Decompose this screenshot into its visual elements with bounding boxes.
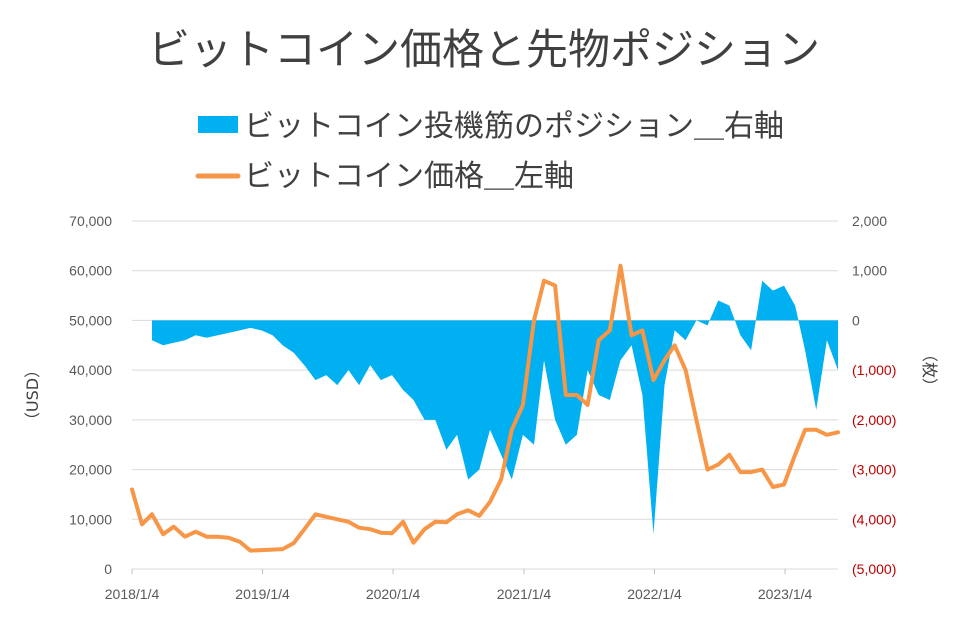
right-axis-ticks: (5,000) (4,000) (3,000) (2,000) (1,000) 0 1,00… (852, 213, 896, 577)
legend: ビットコイン投機筋のポジション＿右軸 ビットコイン価格＿左軸 (195, 109, 784, 194)
left-tick-label: 10,000 (69, 511, 112, 527)
x-tick-label: 2019/1/4 (235, 586, 290, 602)
price-line-layer (130, 263, 840, 553)
position-area (152, 280, 838, 535)
left-tick-label: 40,000 (69, 362, 112, 378)
legend-label-price: ビットコイン価格＿左軸 (244, 159, 574, 194)
position-area-layer (151, 280, 839, 535)
left-tick-label: 0 (104, 561, 112, 577)
x-tick-label: 2022/1/4 (627, 586, 682, 602)
left-axis-ticks: 0 10,000 20,000 30,000 40,000 50,000 60,000 70,… (69, 213, 112, 577)
right-axis-title: （枚） (920, 346, 939, 394)
chart-title: ビットコイン価格と先物ポジション (148, 25, 820, 74)
x-tick-label: 2020/1/4 (366, 586, 421, 602)
right-tick-label: (2,000) (852, 412, 896, 428)
left-tick-label: 20,000 (69, 462, 112, 478)
right-tick-label: 1,000 (852, 263, 887, 279)
left-tick-label: 50,000 (69, 312, 112, 328)
left-tick-label: 30,000 (69, 412, 112, 428)
x-tick-label: 2021/1/4 (497, 586, 552, 602)
right-tick-label: (4,000) (852, 511, 896, 527)
legend-label-position: ビットコイン投機筋のポジション＿右軸 (244, 109, 784, 144)
left-tick-label: 60,000 (69, 263, 112, 279)
right-tick-label: (1,000) (852, 362, 896, 378)
left-axis-title: （USD） (23, 362, 42, 428)
right-tick-label: 0 (852, 312, 860, 328)
x-tick-label: 2023/1/4 (758, 586, 813, 602)
price-line (130, 263, 840, 553)
left-tick-label: 70,000 (69, 213, 112, 229)
right-tick-label: (3,000) (852, 462, 896, 478)
legend-swatch-position (198, 116, 238, 133)
x-tick-label: 2018/1/4 (105, 586, 160, 602)
right-tick-label: (5,000) (852, 561, 896, 577)
x-axis-ticks: 2018/1/4 2019/1/4 2020/1/4 2021/1/4 2022/1/4… (105, 569, 813, 602)
right-tick-label: 2,000 (852, 213, 887, 229)
